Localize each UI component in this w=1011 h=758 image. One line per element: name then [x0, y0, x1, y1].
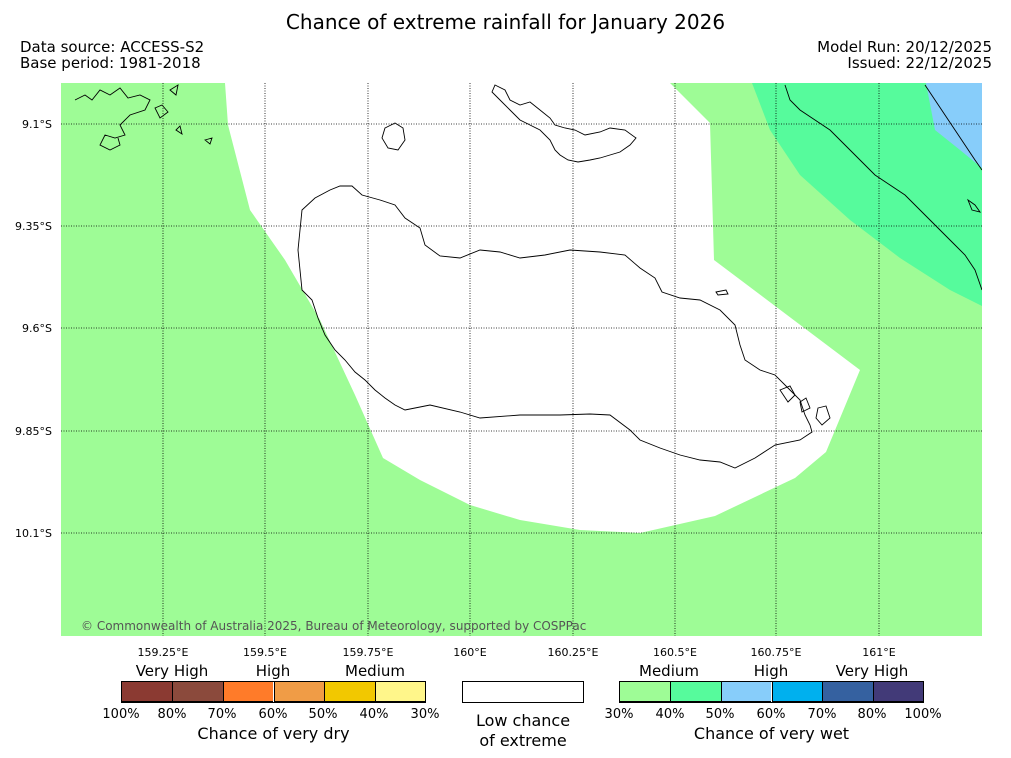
graticule: [61, 83, 982, 636]
lat-label-9.1: 9.1°S: [22, 118, 52, 131]
dry-legend-title: Chance of very dry: [197, 724, 350, 743]
lat-label-9.85: 9.85°S: [15, 425, 52, 438]
dry-tick: 60%: [258, 707, 288, 722]
wet-tick: 50%: [705, 707, 735, 722]
coastlines: [74, 84, 982, 469]
wet-legend-high: High: [753, 662, 789, 680]
lon-label-159.25: 159.25°E: [137, 646, 189, 659]
lon-label-159.5: 159.5°E: [243, 646, 287, 659]
low-chance-swatch: [462, 681, 584, 703]
wet-legend-title: Chance of very wet: [693, 724, 850, 743]
wet-colorbar-frame: [619, 681, 924, 703]
wet-40-50-region: [752, 83, 982, 306]
dry-tick: 100%: [102, 707, 140, 722]
wet-legend-medium: Medium: [639, 662, 699, 680]
dry-tick: 50%: [308, 707, 338, 722]
low-chance-label-1: Low chance: [475, 711, 571, 730]
low-chance-label-2: of extreme: [479, 731, 567, 750]
lon-label-160.5: 160.5°E: [653, 646, 697, 659]
dry-legend-medium: Medium: [345, 662, 405, 680]
dry-legend-high: High: [255, 662, 291, 680]
dry-tick: 80%: [157, 707, 187, 722]
lon-label-160.25: 160.25°E: [547, 646, 599, 659]
wet-tick: 100%: [904, 707, 942, 722]
wet-tick: 60%: [756, 707, 786, 722]
guadalcanal-coast: [297, 185, 813, 469]
wet-tick: 70%: [807, 707, 837, 722]
base-period-label: Base period: 1981-2018: [20, 54, 201, 72]
islet-a: [967, 198, 982, 213]
russell-islands: [74, 84, 213, 151]
lon-label-161: 161°E: [862, 646, 896, 659]
dry-legend-very-high: Very High: [135, 662, 209, 680]
wet-tick: 30%: [604, 707, 634, 722]
malaita-coast: [784, 84, 982, 291]
wet-tick: 40%: [655, 707, 685, 722]
wet-50-60-region: [926, 83, 982, 168]
copyright-notice: © Commonwealth of Australia 2025, Bureau…: [81, 619, 587, 633]
malaita-east: [924, 84, 982, 171]
dry-tick: 70%: [207, 707, 237, 722]
lat-label-9.35: 9.35°S: [15, 220, 52, 233]
issued-label: Issued: 22/12/2025: [847, 54, 992, 72]
lat-label-10.1: 10.1°S: [15, 527, 52, 540]
florida-islands: [491, 84, 637, 163]
low-chance-region: [225, 83, 860, 533]
wet-legend-very-high: Very High: [835, 662, 909, 680]
lat-label-9.6: 9.6°S: [22, 322, 52, 335]
marau-islets: [779, 385, 831, 426]
model-run-label: Model Run: 20/12/2025: [817, 38, 992, 56]
map-title: Chance of extreme rainfall for January 2…: [285, 10, 726, 34]
wet-tick: 80%: [857, 707, 887, 722]
small-island-a: [381, 122, 406, 151]
savo-area: [715, 289, 729, 296]
lon-label-160.75: 160.75°E: [750, 646, 802, 659]
dry-colorbar-frame: [121, 681, 426, 703]
lon-label-160: 160°E: [453, 646, 487, 659]
dry-tick: 40%: [359, 707, 389, 722]
data-source-label: Data source: ACCESS-S2: [20, 38, 205, 56]
low-chance-region-small: [383, 83, 398, 88]
dry-tick: 30%: [410, 707, 440, 722]
lon-label-159.75: 159.75°E: [342, 646, 394, 659]
